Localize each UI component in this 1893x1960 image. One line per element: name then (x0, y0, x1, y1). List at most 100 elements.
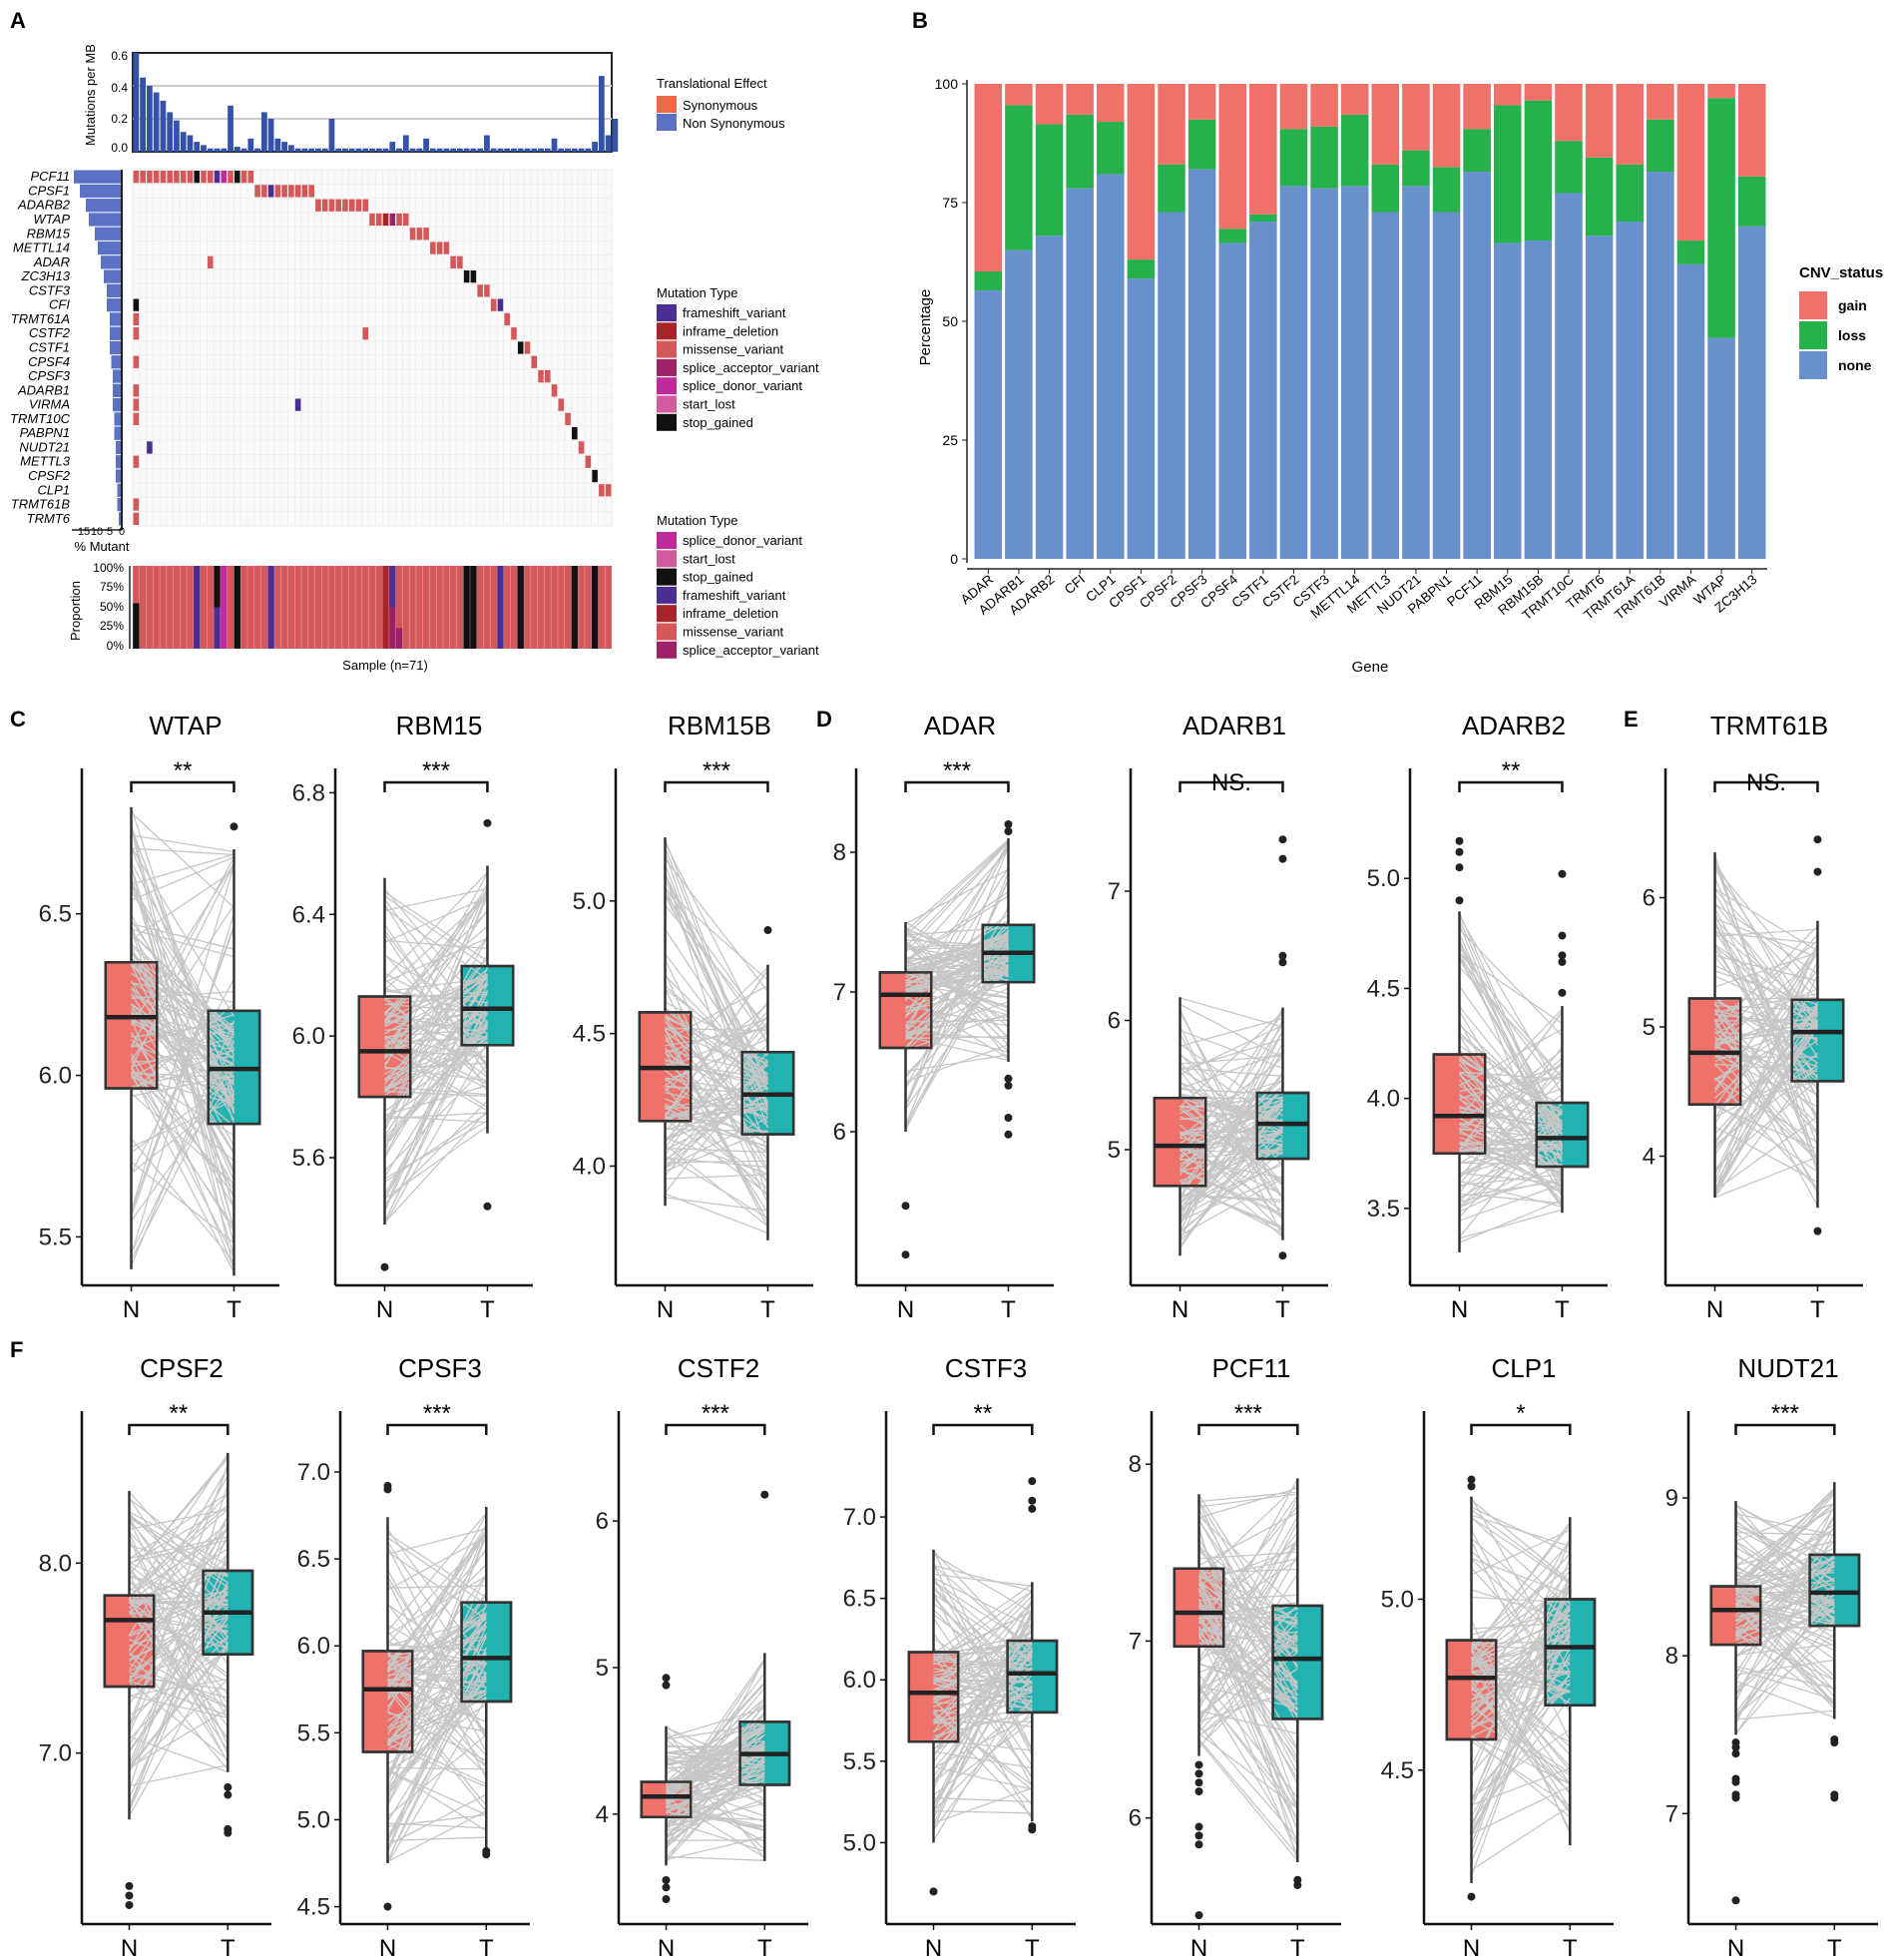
oncoprint-cell (133, 171, 140, 184)
pair-line (130, 914, 236, 1110)
legend-swatch-stop-gained (657, 568, 677, 586)
tmb-bar (517, 148, 524, 152)
pair-line (384, 1038, 488, 1090)
pair-line (1180, 1194, 1283, 1204)
tmb-bar (348, 148, 355, 152)
pct-mutant-bar (113, 369, 122, 383)
cnv-bar-none (1647, 172, 1674, 559)
pair-line (128, 1600, 229, 1740)
pair-line (1180, 1132, 1283, 1157)
pair-line (1197, 1538, 1298, 1694)
pair-line (387, 1682, 487, 1695)
outlier-point (1813, 835, 1822, 844)
pair-line (666, 1752, 765, 1783)
cnv-legend-swatch-loss (1799, 321, 1827, 349)
pair-line (1471, 1538, 1571, 1622)
gene-label: VIRMA (29, 397, 70, 412)
pair-line (665, 1015, 768, 1087)
pct-mutant-bar (89, 213, 122, 227)
pair-line (131, 1034, 235, 1109)
pair-line (1471, 1623, 1571, 1683)
cnv-bar-gain (1616, 84, 1645, 165)
oncoprint-cell (572, 427, 578, 440)
oncoprint-cell (497, 298, 504, 311)
sig-bracket (904, 780, 1010, 792)
pair-line (1459, 1180, 1563, 1208)
panel-letter-e: E (1624, 707, 1639, 732)
pair-line (1459, 1072, 1563, 1118)
tmb-bar (470, 148, 477, 152)
legend-mutation-type-2: Mutation Type splice_donor_variant start_… (657, 513, 819, 659)
pair-line (905, 972, 1009, 1008)
pair-line (1471, 1680, 1571, 1694)
y-tick-label: 3.5 (1367, 1196, 1400, 1223)
tmb-bar (416, 148, 423, 152)
oncoprint-cell (221, 171, 228, 184)
box-outline-N (878, 971, 933, 1050)
pair-line (1458, 1110, 1563, 1238)
pair-line (1735, 1555, 1835, 1626)
pair-line (1714, 1077, 1818, 1191)
y-tick-label: 6.8 (292, 779, 325, 806)
pair-line (1714, 1011, 1818, 1116)
cnv-bars (974, 84, 1766, 560)
pair-line (905, 949, 1009, 995)
pair-line (386, 1531, 487, 1800)
tmb-bar (436, 148, 443, 152)
pct-mutant-bar (114, 426, 122, 440)
outlier-point (1194, 1822, 1203, 1831)
pair-line (1459, 1064, 1563, 1162)
plot-title: ADARB1 (1183, 711, 1286, 740)
prop-tick-75: 75% (100, 580, 124, 594)
pair-line (383, 903, 489, 1068)
oncoprint-cell (147, 441, 153, 454)
oncoprint-cell (511, 327, 517, 340)
cnv-bar-gain (1218, 84, 1247, 230)
pair-line (1713, 877, 1819, 1120)
tmb-bar (429, 148, 436, 152)
pair-line (387, 1769, 487, 1815)
x-tick-label: N (1727, 1935, 1744, 1960)
outlier-point (230, 822, 238, 831)
oncoprint-cell (450, 255, 456, 268)
outlier-point (1455, 863, 1464, 872)
pair-line (1180, 1106, 1283, 1109)
outlier-point (901, 1202, 910, 1211)
tmb-bar (294, 148, 301, 152)
boxplot-cpsf3: 4.5 5.0 5.5 6.0 6.5 7.0 N T CPSF3 *** (297, 1353, 530, 1960)
pair-line (387, 1512, 487, 1632)
pair-line (933, 1699, 1033, 1806)
pair-line (1459, 1174, 1563, 1187)
legend-label-splice-acceptor-variant: splice_acceptor_variant (683, 643, 819, 658)
pair-line (666, 1776, 765, 1798)
pct-mutant-bar (98, 241, 122, 255)
pair-line (1197, 1494, 1298, 1652)
tmb-bar (240, 148, 247, 152)
pair-line (905, 960, 1009, 1052)
pct-mutant-bar (104, 269, 122, 283)
outlier-point (929, 1887, 938, 1896)
y-tick-label: 9 (1665, 1485, 1678, 1512)
cnv-y-tick-label: 25 (942, 432, 958, 448)
pair-line (1197, 1497, 1298, 1697)
outlier-point (1455, 896, 1464, 905)
pair-line (1713, 948, 1818, 1098)
outlier-point (1194, 1840, 1203, 1849)
pair-line (664, 842, 769, 1046)
pair-line (131, 811, 235, 908)
outlier-point (1731, 1742, 1740, 1751)
cnv-x-axis-label: Gene (1352, 659, 1389, 676)
y-tick-label: 6.0 (297, 1633, 330, 1660)
oncoprint-cell (328, 199, 335, 212)
proportion-segment (497, 566, 504, 649)
pair-line (1179, 1012, 1283, 1159)
tmb-bar (375, 148, 382, 152)
x-tick-label: N (121, 1935, 138, 1960)
pair-line (905, 1044, 1009, 1083)
pair-line (1198, 1628, 1298, 1697)
pair-line (384, 891, 488, 962)
tmb-bar (585, 148, 592, 152)
box-outline-N (1153, 1096, 1207, 1188)
pair-line (665, 1009, 768, 1091)
cnv-bar-loss (1555, 141, 1583, 194)
